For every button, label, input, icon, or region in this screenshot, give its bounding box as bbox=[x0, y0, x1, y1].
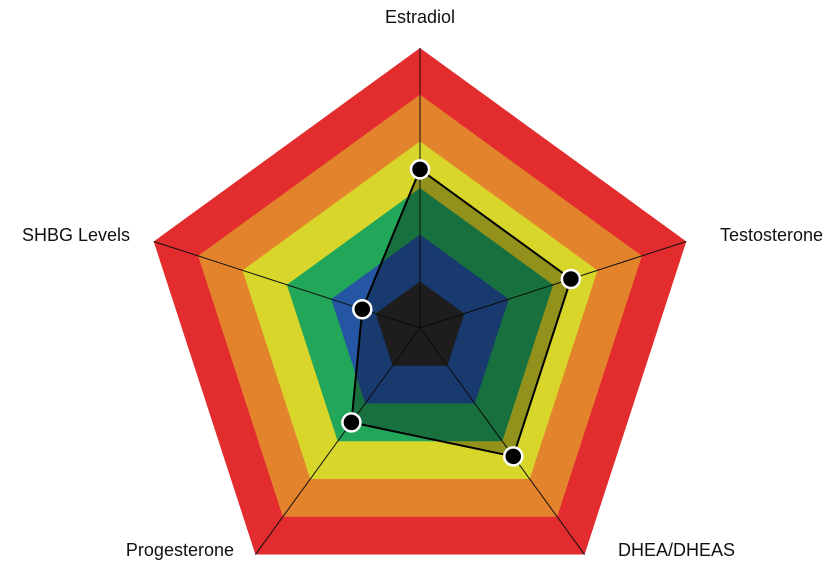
data-point bbox=[352, 299, 373, 320]
data-point bbox=[503, 446, 524, 467]
axis-label: Estradiol bbox=[385, 7, 455, 27]
data-area bbox=[350, 167, 573, 458]
axis-label: SHBG Levels bbox=[22, 225, 130, 245]
data-point bbox=[560, 268, 582, 290]
axis-line bbox=[153, 240, 421, 329]
axis-label: DHEA/DHEAS bbox=[618, 540, 735, 560]
data-point bbox=[409, 159, 431, 180]
axis-line bbox=[419, 327, 585, 555]
data-point bbox=[341, 412, 362, 433]
axis-line bbox=[419, 240, 687, 329]
axis-line bbox=[255, 327, 421, 555]
axis-label: Testosterone bbox=[720, 225, 823, 245]
axis-label: Progesterone bbox=[126, 540, 234, 560]
